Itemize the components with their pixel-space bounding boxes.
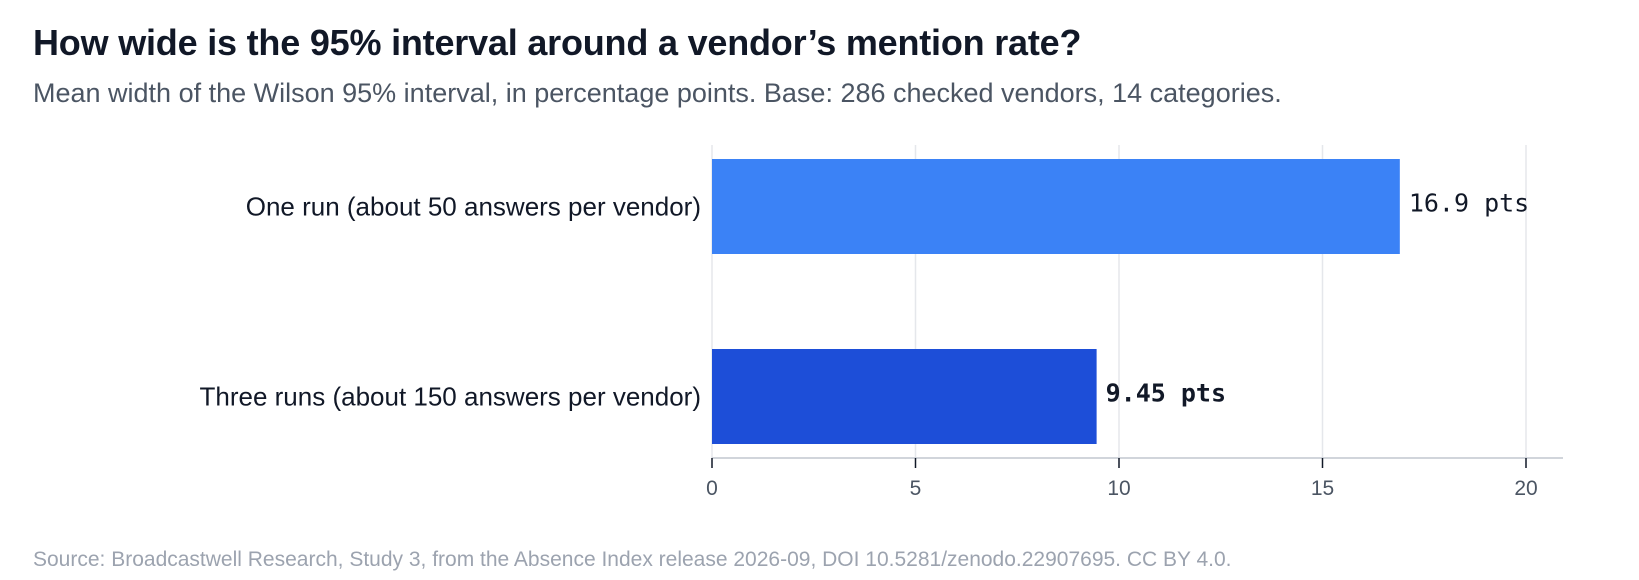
labels: One run (about 50 answers per vendor) Thr…: [200, 189, 1530, 412]
chart-subtitle: Mean width of the Wilson 95% interval, i…: [33, 78, 1282, 108]
value-label: 9.45 pts: [1106, 379, 1226, 408]
x-axis: 0 5 10 15 20: [706, 457, 1563, 500]
x-tick-label: 20: [1514, 477, 1537, 500]
chart-title: How wide is the 95% interval around a ve…: [33, 22, 1082, 63]
x-tick-label: 10: [1107, 477, 1130, 500]
source-note: Source: Broadcastwell Research, Study 3,…: [33, 548, 1232, 571]
bars: [712, 159, 1400, 444]
bar-three-runs: [712, 349, 1097, 444]
bar-chart: 0 5 10 15 20 One run (about 50 answers per v…: [200, 145, 1563, 500]
category-label: One run (about 50 answers per vendor): [246, 192, 701, 222]
x-tick-label: 0: [706, 477, 718, 500]
bar-one-run: [712, 159, 1400, 254]
x-tick-label: 15: [1311, 477, 1334, 500]
category-label: Three runs (about 150 answers per vendor…: [200, 382, 702, 412]
x-tick-label: 5: [910, 477, 922, 500]
value-label: 16.9 pts: [1409, 189, 1529, 218]
